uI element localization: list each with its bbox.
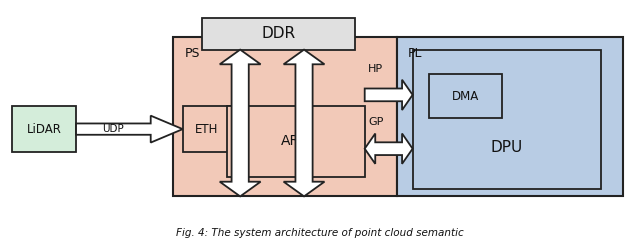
Text: UDP: UDP (102, 124, 124, 134)
Text: PL: PL (408, 47, 422, 60)
Text: HP: HP (368, 63, 383, 74)
Bar (173, 37, 397, 196)
Polygon shape (220, 50, 260, 196)
Text: DMA: DMA (452, 90, 479, 103)
Text: DDR: DDR (261, 26, 296, 41)
Text: ETH: ETH (195, 123, 218, 136)
Polygon shape (365, 80, 413, 110)
Bar (227, 106, 365, 177)
Bar (429, 74, 502, 118)
Text: GP: GP (368, 117, 383, 127)
Text: ARM: ARM (280, 134, 312, 148)
Bar (12, 106, 76, 152)
Polygon shape (365, 134, 413, 164)
Bar (413, 50, 601, 189)
Polygon shape (76, 116, 182, 143)
Polygon shape (284, 50, 324, 196)
Text: DPU: DPU (491, 140, 523, 155)
Text: PS: PS (184, 47, 200, 60)
Bar (182, 106, 230, 152)
Bar (397, 37, 623, 196)
Text: LiDAR: LiDAR (27, 123, 61, 136)
Bar (202, 18, 355, 50)
Text: Fig. 4: The system architecture of point cloud semantic: Fig. 4: The system architecture of point… (176, 228, 464, 238)
